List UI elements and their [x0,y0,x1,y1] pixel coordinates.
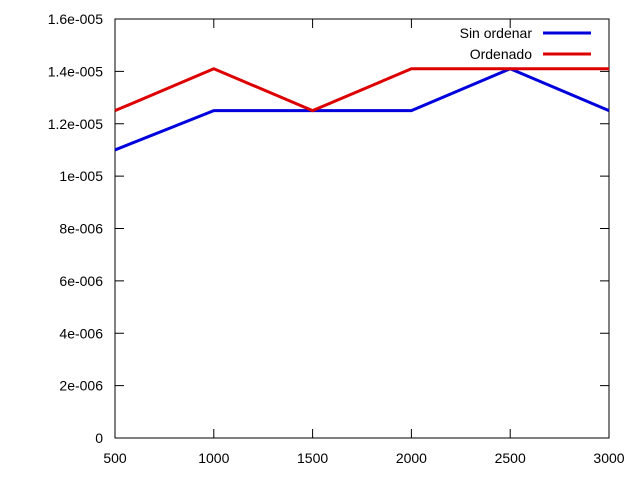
y-tick-label: 8e-006 [59,221,103,237]
x-tick-label: 2500 [495,450,526,466]
x-tick-label: 500 [103,450,127,466]
y-tick-label: 1.2e-005 [48,116,103,132]
y-tick-label: 6e-006 [59,273,103,289]
y-tick-label: 1.4e-005 [48,63,103,79]
y-tick-label: 2e-006 [59,378,103,394]
y-tick-label: 1e-005 [59,168,103,184]
y-tick-label: 1.6e-005 [48,11,103,27]
legend: Sin ordenar Ordenado [460,25,591,62]
series-line-1 [114,67,610,152]
series-line-2 [114,67,609,113]
x-tick-label: 1500 [297,450,328,466]
plot-frame [114,18,610,439]
y-tick-label: 4e-006 [59,325,103,341]
x-tick-label: 2000 [396,450,427,466]
series-lines [114,67,610,152]
legend-label: Sin ordenar [460,25,533,41]
legend-label: Ordenado [470,46,532,62]
axis-tick-labels: 0 2e-006 4e-006 6e-006 8e-006 1e-005 1.2e-005 1… [48,11,625,466]
x-tick-label: 3000 [593,450,624,466]
y-tick-label: 0 [95,430,103,446]
axis-ticks [114,18,610,439]
x-tick-label: 1000 [198,450,229,466]
